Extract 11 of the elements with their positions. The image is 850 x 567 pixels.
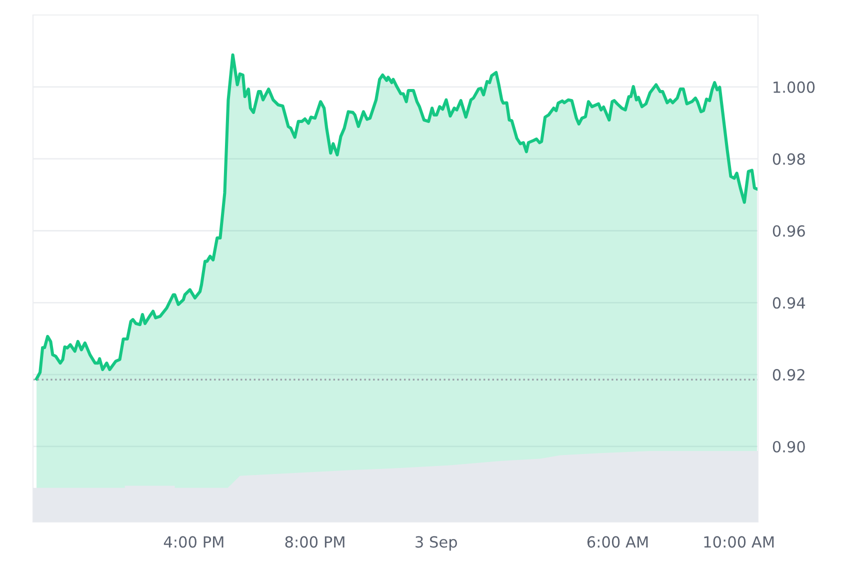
y-tick-label: 0.94 [772, 297, 806, 309]
y-tick-label: 0.98 [772, 153, 805, 165]
y-tick-label: 0.92 [772, 369, 804, 381]
x-tick-label: 3 Sep [416, 536, 457, 551]
x-tick-label: 4:00 PM [164, 536, 224, 548]
x-tick-label: 8:00 PM [285, 536, 344, 548]
x-tick-label: 6:00 AM [587, 536, 648, 548]
y-tick-label: 1.000 [774, 81, 815, 93]
y-tick-label: 0.90 [772, 440, 805, 453]
x-tick-label: 10:00 AM [704, 536, 774, 548]
y-tick-label: 0.96 [772, 225, 805, 237]
